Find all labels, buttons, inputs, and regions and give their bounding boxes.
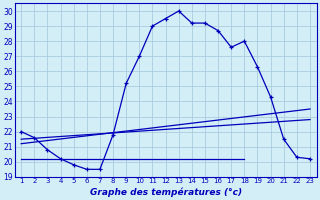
X-axis label: Graphe des températures (°c): Graphe des températures (°c) — [90, 187, 242, 197]
